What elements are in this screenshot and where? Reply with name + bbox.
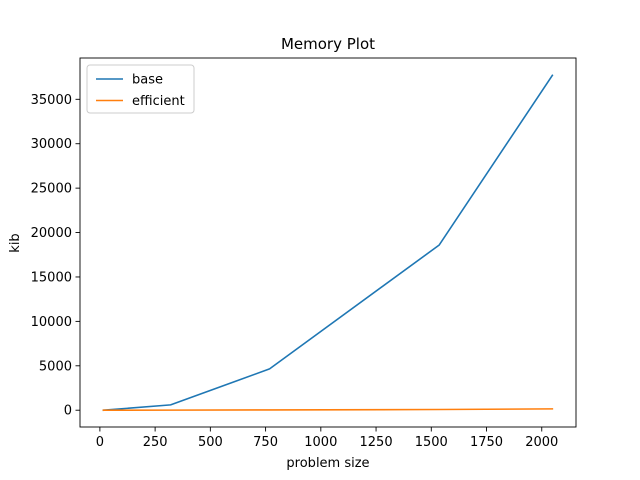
chart-title: Memory Plot bbox=[281, 35, 375, 53]
series-line-base bbox=[102, 74, 554, 412]
x-tick-label: 250 bbox=[143, 435, 168, 450]
y-tick-label: 5000 bbox=[39, 359, 72, 374]
y-tick-label: 20000 bbox=[31, 226, 72, 241]
y-tick-label: 30000 bbox=[31, 137, 72, 152]
x-tick-label: 0 bbox=[96, 435, 104, 450]
y-tick-label: 10000 bbox=[31, 315, 72, 330]
y-axis-label: kib bbox=[8, 233, 23, 252]
x-tick-label: 1750 bbox=[470, 435, 503, 450]
legend: base efficient bbox=[86, 64, 195, 114]
plot-area: 0 250 500 750 1000 1250 1500 1750 20000500010000… bbox=[31, 57, 577, 450]
x-tick-label: 1500 bbox=[415, 435, 448, 450]
y-tick-label: 0 bbox=[64, 404, 72, 419]
x-tick-label: 500 bbox=[198, 435, 223, 450]
x-tick-label: 1000 bbox=[304, 435, 337, 450]
legend-label-efficient: efficient bbox=[132, 94, 185, 109]
x-tick-label: 1250 bbox=[360, 435, 393, 450]
axes-frame bbox=[79, 57, 577, 428]
y-tick-label: 35000 bbox=[31, 93, 72, 108]
x-axis-label: problem size bbox=[286, 456, 369, 471]
series-line-efficient bbox=[102, 408, 554, 412]
legend-label-base: base bbox=[132, 73, 163, 88]
y-tick-label: 15000 bbox=[31, 270, 72, 285]
x-tick-label: 2000 bbox=[525, 435, 558, 450]
y-tick-label: 25000 bbox=[31, 182, 72, 197]
x-tick-label: 750 bbox=[253, 435, 278, 450]
